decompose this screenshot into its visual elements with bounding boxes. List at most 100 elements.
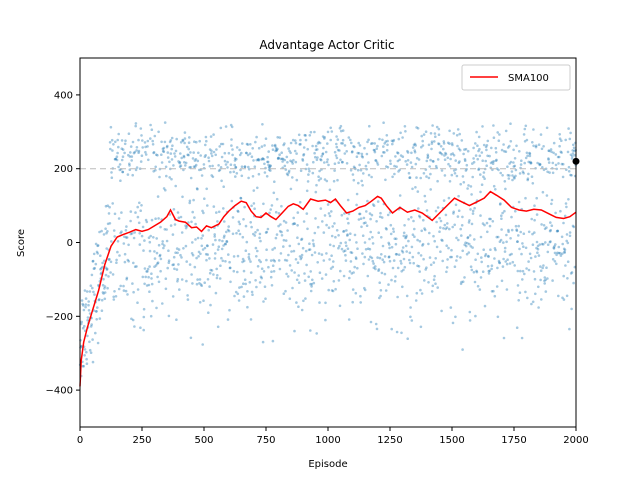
scatter-point bbox=[129, 151, 132, 154]
scatter-point bbox=[256, 228, 259, 232]
scatter-point bbox=[460, 234, 463, 237]
scatter-point bbox=[114, 140, 117, 144]
scatter-point bbox=[562, 221, 565, 225]
scatter-point bbox=[266, 227, 270, 231]
scatter-point bbox=[414, 162, 418, 166]
scatter-point bbox=[381, 258, 385, 262]
scatter-point bbox=[528, 154, 532, 158]
scatter-point bbox=[317, 179, 321, 182]
scatter-point bbox=[469, 208, 472, 211]
scatter-point bbox=[166, 144, 169, 148]
scatter-point bbox=[154, 169, 157, 172]
scatter-point bbox=[497, 168, 500, 172]
scatter-point bbox=[433, 132, 437, 135]
scatter-point bbox=[247, 176, 250, 180]
y-tick-label: 0 bbox=[67, 238, 73, 249]
scatter-point bbox=[221, 239, 224, 243]
scatter-point bbox=[523, 272, 526, 276]
scatter-point bbox=[263, 171, 267, 174]
scatter-point bbox=[96, 252, 99, 255]
scatter-point bbox=[496, 131, 500, 134]
scatter-point bbox=[144, 218, 148, 222]
scatter-point bbox=[416, 127, 420, 130]
scatter-point bbox=[494, 159, 498, 162]
scatter-point bbox=[388, 243, 391, 246]
scatter-point bbox=[369, 230, 373, 234]
scatter-point bbox=[201, 248, 205, 251]
scatter-point bbox=[417, 265, 421, 268]
scatter-point bbox=[323, 161, 326, 164]
scatter-point bbox=[515, 228, 518, 231]
scatter-point bbox=[441, 259, 445, 263]
scatter-point bbox=[294, 139, 297, 142]
scatter-point bbox=[81, 302, 84, 306]
scatter-point bbox=[461, 249, 465, 253]
scatter-point bbox=[227, 225, 230, 228]
scatter-point bbox=[503, 250, 507, 253]
scatter-point bbox=[338, 304, 342, 308]
scatter-point bbox=[539, 278, 542, 282]
scatter-point bbox=[321, 152, 325, 156]
scatter-point bbox=[572, 225, 576, 229]
scatter-point bbox=[92, 267, 96, 271]
scatter-point bbox=[370, 142, 373, 145]
scatter-point bbox=[140, 234, 144, 238]
sma100-line bbox=[79, 190, 577, 387]
scatter-point bbox=[231, 232, 235, 236]
scatter-point bbox=[293, 271, 296, 274]
scatter-point bbox=[363, 288, 367, 292]
scatter-point bbox=[504, 150, 508, 153]
scatter-point bbox=[531, 141, 534, 144]
scatter-point bbox=[195, 282, 199, 286]
scatter-point bbox=[312, 160, 315, 164]
scatter-point bbox=[131, 282, 134, 285]
scatter-point bbox=[169, 152, 173, 155]
scatter-point bbox=[498, 261, 501, 264]
scatter-point bbox=[372, 204, 376, 207]
scatter-point bbox=[411, 146, 415, 149]
scatter-point bbox=[294, 141, 298, 145]
scatter-point bbox=[393, 172, 396, 176]
scatter-point bbox=[98, 298, 101, 301]
scatter-point bbox=[439, 145, 443, 148]
scatter-point bbox=[105, 267, 109, 271]
scatter-point bbox=[273, 143, 277, 147]
scatter-point bbox=[354, 257, 358, 261]
scatter-point bbox=[328, 258, 331, 261]
scatter-point bbox=[391, 175, 394, 179]
scatter-point bbox=[227, 253, 230, 256]
scatter-point bbox=[100, 298, 104, 302]
scatter-point bbox=[177, 248, 181, 251]
scatter-point bbox=[180, 256, 183, 259]
scatter-point bbox=[472, 157, 475, 160]
scatter-point bbox=[230, 199, 234, 203]
scatter-point bbox=[380, 216, 384, 219]
scatter-point bbox=[117, 165, 120, 169]
scatter-point bbox=[161, 302, 164, 305]
scatter-point bbox=[555, 229, 559, 233]
scatter-point bbox=[239, 197, 243, 200]
scatter-point bbox=[368, 237, 371, 241]
scatter-point bbox=[269, 275, 273, 279]
scatter-point bbox=[83, 324, 86, 328]
scatter-point bbox=[259, 239, 262, 243]
scatter-point bbox=[380, 271, 384, 275]
scatter-point bbox=[275, 149, 279, 152]
scatter-point bbox=[571, 149, 574, 152]
scatter-point bbox=[531, 182, 535, 185]
scatter-point bbox=[484, 253, 488, 256]
scatter-point bbox=[271, 248, 274, 251]
scatter-point bbox=[234, 166, 237, 169]
scatter-point bbox=[444, 213, 448, 217]
scatter-point bbox=[362, 172, 365, 175]
scatter-point bbox=[281, 157, 285, 161]
scatter-point bbox=[129, 232, 133, 236]
scatter-point bbox=[420, 145, 423, 149]
scatter-point bbox=[379, 289, 383, 292]
scatter-point bbox=[388, 246, 391, 250]
scatter-point bbox=[336, 178, 339, 182]
scatter-point bbox=[184, 224, 187, 227]
scatter-point bbox=[343, 249, 347, 252]
scatter-point bbox=[404, 244, 408, 248]
scatter-point bbox=[259, 260, 263, 264]
